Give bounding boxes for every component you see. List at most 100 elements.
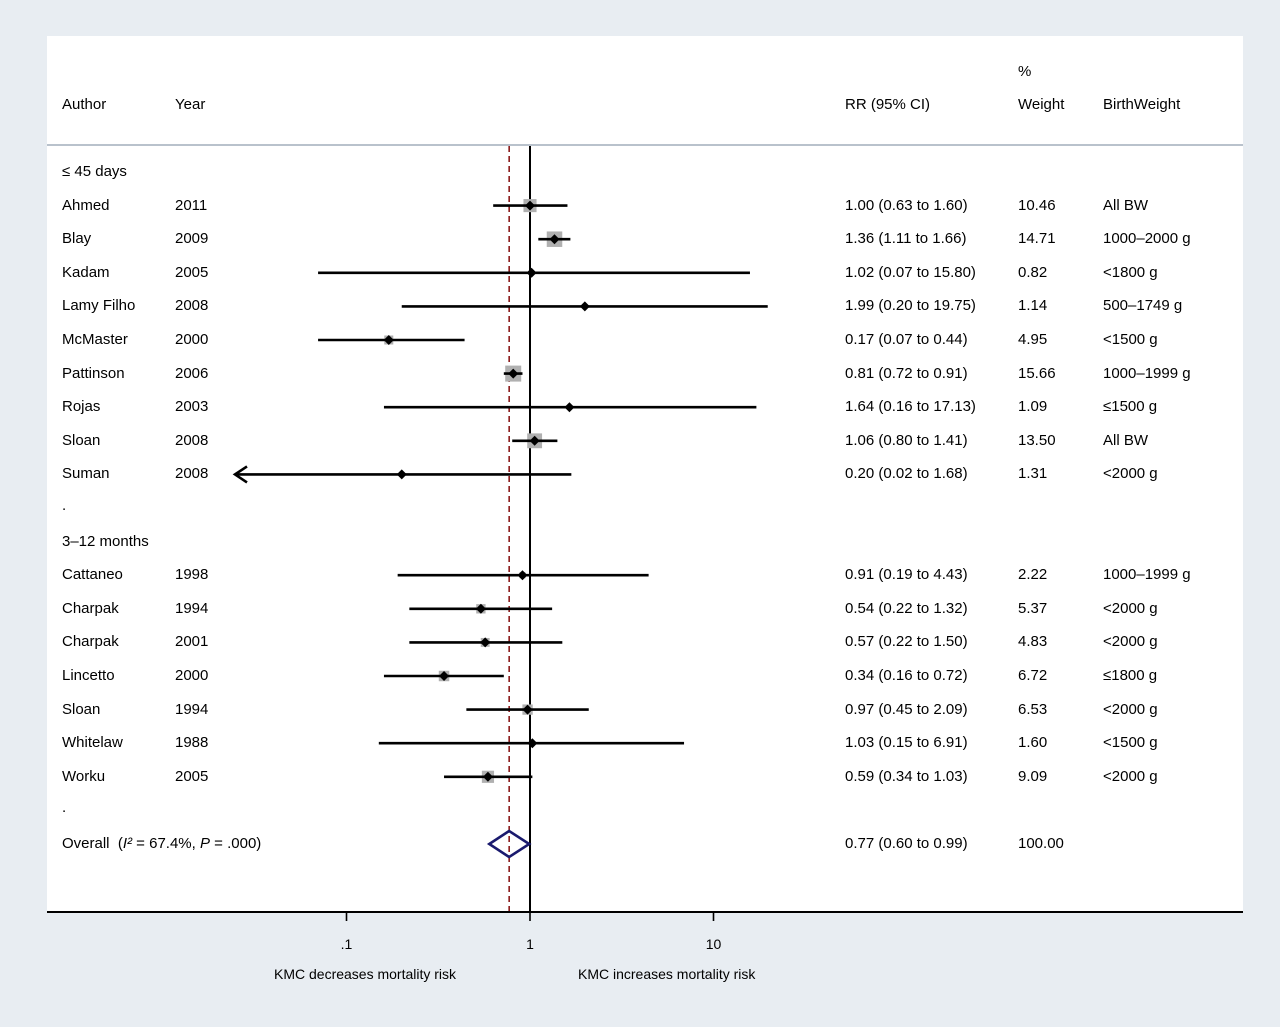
study-weight: 14.71 [1018, 230, 1056, 248]
truncation-arrow [232, 465, 248, 484]
study-year: 1998 [175, 566, 209, 584]
study-year: 2000 [175, 667, 209, 684]
overall-weight: 100.00 [1018, 835, 1064, 852]
study-year: 2006 [175, 364, 209, 382]
study-author: Rojas [62, 398, 101, 416]
point-estimate [482, 771, 493, 782]
study-weight: 15.66 [1018, 364, 1056, 382]
study-weight: 0.82 [1018, 263, 1048, 281]
x-tick-label: 10 [705, 936, 722, 952]
study-author: Whitelaw [62, 734, 123, 752]
study-rr-ci: 1.03 (0.15 to 6.91) [845, 734, 968, 752]
header-weight: Weight [1018, 96, 1065, 113]
header-year: Year [175, 96, 206, 113]
study-birthweight: <1500 g [1103, 331, 1158, 348]
point-estimate [525, 200, 535, 211]
point-estimate [527, 738, 538, 749]
study-author: Lincetto [62, 667, 115, 684]
study-rr-ci: 0.57 (0.22 to 1.50) [845, 633, 968, 651]
x-tick-label: 1 [526, 936, 534, 952]
study-year: 1994 [175, 700, 209, 718]
overall-label-part: I² [122, 835, 133, 852]
study-year: 2009 [175, 230, 209, 248]
study-author: Sloan [62, 700, 101, 718]
study-weight: 2.22 [1018, 566, 1048, 584]
study-birthweight: 1000–1999 g [1103, 566, 1191, 584]
study-year: 2000 [175, 331, 209, 348]
header-birthweight: BirthWeight [1103, 96, 1181, 113]
study-rr-ci: 0.54 (0.22 to 1.32) [845, 599, 968, 617]
overall-label-part: P [199, 835, 210, 852]
study-rr-ci: 0.17 (0.07 to 0.44) [845, 331, 968, 348]
study-rr-ci: 0.81 (0.72 to 0.91) [845, 364, 968, 382]
study-weight: 1.60 [1018, 734, 1048, 752]
study-birthweight: <2000 g [1103, 465, 1158, 483]
study-birthweight: All BW [1103, 196, 1148, 214]
header-author: Author [62, 96, 107, 113]
study-birthweight: <2000 g [1103, 700, 1158, 718]
point-estimate [508, 368, 519, 379]
subgroup-label: 3–12 months [62, 532, 149, 550]
study-author: Ahmed [62, 196, 110, 214]
header-divider [47, 144, 1243, 146]
overall-label-part: = 67.4%, [132, 835, 200, 852]
x-axis-line [47, 911, 1243, 913]
point-estimate [475, 603, 486, 614]
point-estimate [383, 335, 394, 345]
right-axis-caption: KMC increases mortality risk [578, 966, 756, 982]
study-rr-ci: 0.97 (0.45 to 2.09) [845, 700, 968, 718]
study-rr-ci: 1.99 (0.20 to 19.75) [845, 297, 976, 315]
overall-label-part: Overall ( [62, 835, 123, 852]
study-year: 2008 [175, 431, 209, 449]
group-separator: . [62, 497, 67, 514]
study-weight: 6.72 [1018, 667, 1048, 684]
study-birthweight: 500–1749 g [1103, 297, 1183, 315]
study-author: Blay [62, 230, 92, 248]
header-rr-ci: RR (95% CI) [845, 96, 931, 113]
study-birthweight: ≤1500 g [1103, 398, 1158, 416]
study-rr-ci: 1.06 (0.80 to 1.41) [845, 431, 968, 449]
study-birthweight: 1000–2000 g [1103, 230, 1191, 248]
study-birthweight: All BW [1103, 431, 1148, 449]
overall-label: Overall (I² = 67.4%, P = .000) [62, 835, 261, 853]
x-tick-label: .1 [340, 936, 353, 952]
subgroup-label: ≤ 45 days [62, 163, 127, 180]
study-weight: 4.95 [1018, 331, 1048, 348]
study-weight: 1.31 [1018, 465, 1048, 483]
overall-label-part: = .000) [210, 835, 262, 852]
study-weight: 5.37 [1018, 599, 1048, 617]
study-rr-ci: 0.59 (0.34 to 1.03) [845, 767, 968, 785]
point-estimate [549, 234, 560, 245]
study-author: Charpak [62, 633, 119, 651]
study-weight: 4.83 [1018, 633, 1048, 651]
study-year: 2003 [175, 398, 209, 416]
study-year: 2011 [175, 196, 208, 214]
point-estimate [579, 301, 590, 312]
point-estimate [480, 637, 491, 648]
study-year: 1994 [175, 599, 209, 617]
study-birthweight: <2000 g [1103, 767, 1158, 785]
point-estimate [564, 402, 575, 413]
study-year: 2001 [175, 633, 209, 651]
header-weight-percent: % [1018, 63, 1032, 80]
study-rr-ci: 1.00 (0.63 to 1.60) [845, 196, 968, 214]
study-author: Worku [62, 767, 106, 785]
point-estimate [526, 267, 537, 278]
study-rr-ci: 0.34 (0.16 to 0.72) [845, 667, 968, 684]
study-birthweight: <2000 g [1103, 633, 1158, 651]
study-author: McMaster [62, 331, 128, 348]
point-estimate [522, 704, 533, 715]
study-weight: 10.46 [1018, 196, 1056, 214]
study-author: Lamy Filho [62, 297, 136, 315]
study-year: 2008 [175, 297, 209, 315]
study-year: 2008 [175, 465, 209, 483]
study-weight: 1.09 [1018, 398, 1048, 416]
study-rr-ci: 0.91 (0.19 to 4.43) [845, 566, 968, 584]
study-rr-ci: 1.02 (0.07 to 15.80) [845, 263, 976, 281]
study-weight: 6.53 [1018, 700, 1048, 718]
study-birthweight: <1800 g [1103, 263, 1158, 281]
study-rr-ci: 1.36 (1.11 to 1.66) [845, 230, 967, 248]
point-estimate [396, 469, 407, 480]
study-year: 1988 [175, 734, 209, 752]
